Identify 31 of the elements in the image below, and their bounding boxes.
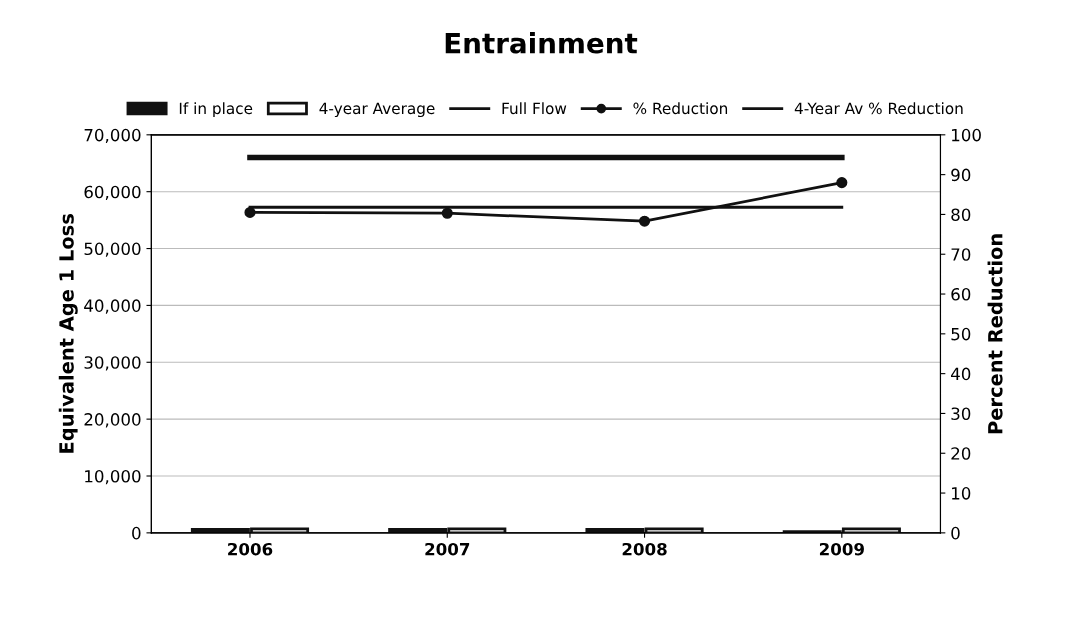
y-tick-label: 30,000 <box>84 356 141 371</box>
legend-label: % Reduction <box>633 102 728 115</box>
legend-label: 4-Year Av % Reduction <box>794 102 963 115</box>
y2-tick-label: 10 <box>952 487 971 500</box>
legend-label: 4-year Average <box>319 102 435 118</box>
y2-tick-label: 40 <box>951 367 971 381</box>
y2-tick-label: 80 <box>951 208 971 221</box>
y2-tick-label: 60 <box>951 288 971 301</box>
y-tick-label: 0 <box>132 526 141 540</box>
legend-label: If in place <box>179 102 253 118</box>
x-tick-label: 2007 <box>425 542 470 556</box>
y-tick-label: 20,000 <box>84 413 141 428</box>
y2-tick-label: 30 <box>951 407 971 421</box>
y-tick-label: 60,000 <box>84 185 141 200</box>
x-tick-label: 2008 <box>622 542 667 556</box>
y2-tick-label: 100 <box>952 128 981 142</box>
y2-tick-label: 50 <box>951 327 971 341</box>
x-tick-label: 2006 <box>228 542 273 556</box>
x-tick-label: 2009 <box>819 542 864 556</box>
y-tick-label: 70,000 <box>84 128 141 144</box>
y-tick-label: 50,000 <box>84 242 141 257</box>
y2-tick-label: 70 <box>951 248 971 261</box>
y-tick-label: 10,000 <box>85 469 141 485</box>
y2-tick-label: 90 <box>951 168 971 182</box>
y-axis-title: Equivalent Age 1 Loss <box>58 214 78 453</box>
legend-label: Full Flow <box>502 102 567 115</box>
chart-title: Entrainment <box>445 32 638 54</box>
y2-tick-label: 20 <box>951 447 971 460</box>
y2-axis-title: Percent Reduction <box>987 234 1003 434</box>
y2-tick-label: 0 <box>951 526 960 540</box>
y-tick-label: 40,000 <box>84 299 141 314</box>
